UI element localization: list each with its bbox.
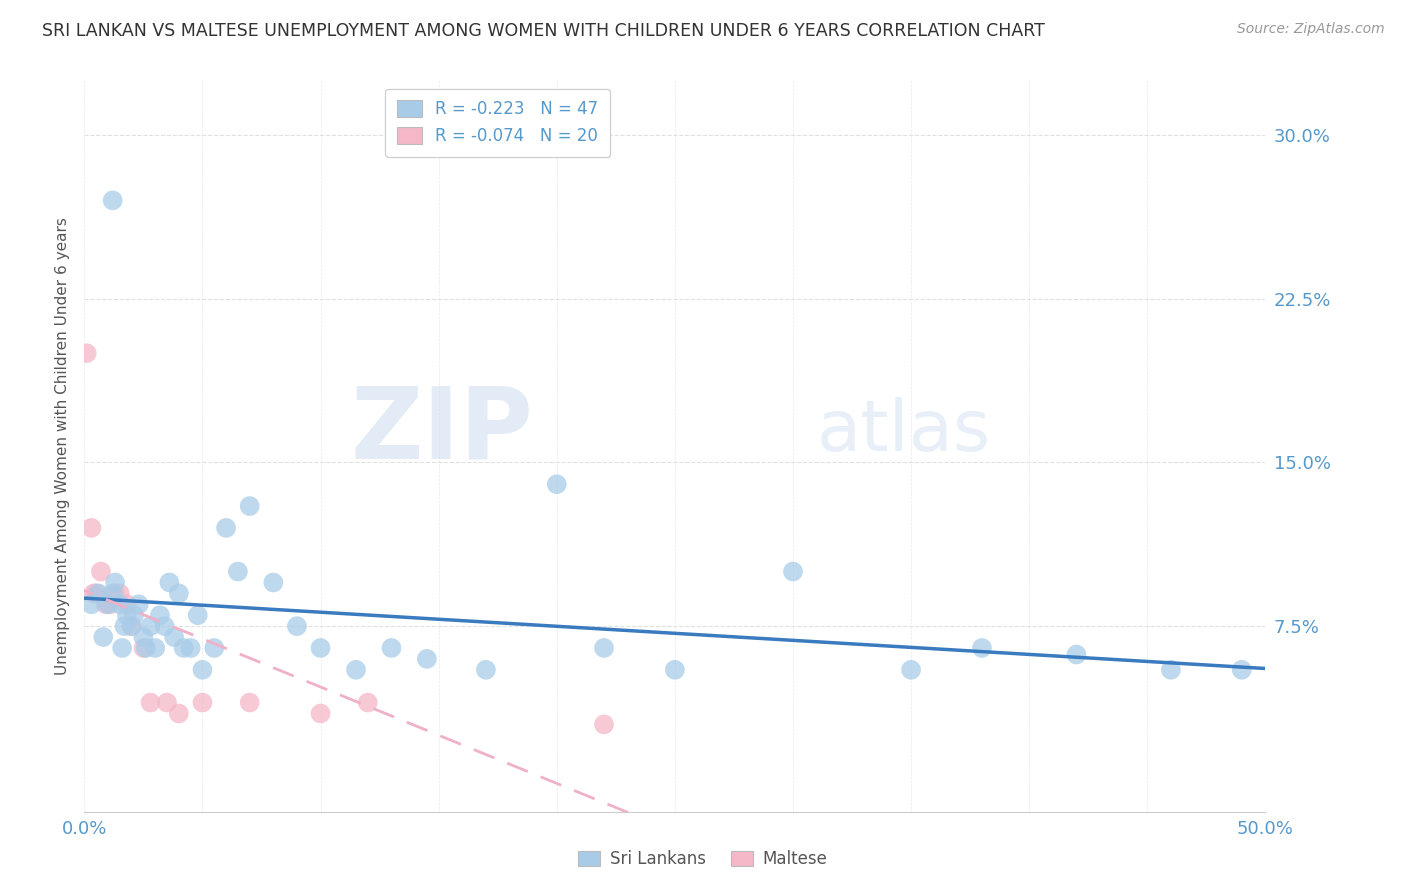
Point <box>149 608 172 623</box>
Legend: Sri Lankans, Maltese: Sri Lankans, Maltese <box>572 844 834 875</box>
Point <box>1160 663 1182 677</box>
Point <box>132 630 155 644</box>
Text: SRI LANKAN VS MALTESE UNEMPLOYMENT AMONG WOMEN WITH CHILDREN UNDER 6 YEARS CORRE: SRI LANKAN VS MALTESE UNEMPLOYMENT AMONG… <box>42 22 1045 40</box>
Point <box>115 608 138 623</box>
Point <box>84 586 107 600</box>
Point <box>546 477 568 491</box>
Point <box>1230 663 1253 677</box>
Point <box>900 663 922 677</box>
Point <box>101 194 124 208</box>
Point <box>101 586 124 600</box>
Point <box>191 663 214 677</box>
Text: atlas: atlas <box>817 397 991 466</box>
Point <box>593 640 616 655</box>
Point <box>80 597 103 611</box>
Point <box>98 597 121 611</box>
Point <box>970 640 993 655</box>
Point <box>76 346 98 360</box>
Point <box>111 640 134 655</box>
Point <box>239 499 262 513</box>
Point <box>143 640 166 655</box>
Point <box>163 630 186 644</box>
Point <box>90 565 112 579</box>
Point <box>167 586 190 600</box>
Point <box>593 717 616 731</box>
Point <box>226 565 249 579</box>
Point <box>135 640 157 655</box>
Point <box>167 706 190 721</box>
Point <box>121 619 143 633</box>
Point <box>128 597 150 611</box>
Point <box>1066 648 1088 662</box>
Point <box>285 619 308 633</box>
Point <box>108 586 131 600</box>
Point <box>108 597 131 611</box>
Point <box>202 640 225 655</box>
Text: Source: ZipAtlas.com: Source: ZipAtlas.com <box>1237 22 1385 37</box>
Point <box>262 575 284 590</box>
Point <box>191 696 214 710</box>
Point <box>91 630 114 644</box>
Point <box>104 575 127 590</box>
Point <box>115 597 138 611</box>
Point <box>139 619 162 633</box>
Point <box>104 586 127 600</box>
Point <box>344 663 367 677</box>
Point <box>153 619 176 633</box>
Point <box>80 521 103 535</box>
Point <box>94 597 117 611</box>
Point <box>309 706 332 721</box>
Point <box>139 696 162 710</box>
Point <box>782 565 804 579</box>
Point <box>157 575 180 590</box>
Point <box>180 640 202 655</box>
Point <box>83 586 105 600</box>
Point <box>357 696 380 710</box>
Point <box>215 521 238 535</box>
Point <box>114 619 136 633</box>
Point <box>156 696 179 710</box>
Point <box>122 608 145 623</box>
Point <box>121 619 143 633</box>
Point <box>87 586 110 600</box>
Point <box>475 663 498 677</box>
Text: ZIP: ZIP <box>350 383 533 480</box>
Point <box>309 640 332 655</box>
Point <box>97 597 120 611</box>
Point <box>239 696 262 710</box>
Point <box>664 663 686 677</box>
Point <box>416 652 439 666</box>
Legend: R = -0.223   N = 47, R = -0.074   N = 20: R = -0.223 N = 47, R = -0.074 N = 20 <box>385 88 610 157</box>
Point <box>132 640 155 655</box>
Point <box>173 640 195 655</box>
Point <box>187 608 209 623</box>
Y-axis label: Unemployment Among Women with Children Under 6 years: Unemployment Among Women with Children U… <box>55 217 70 675</box>
Point <box>380 640 402 655</box>
